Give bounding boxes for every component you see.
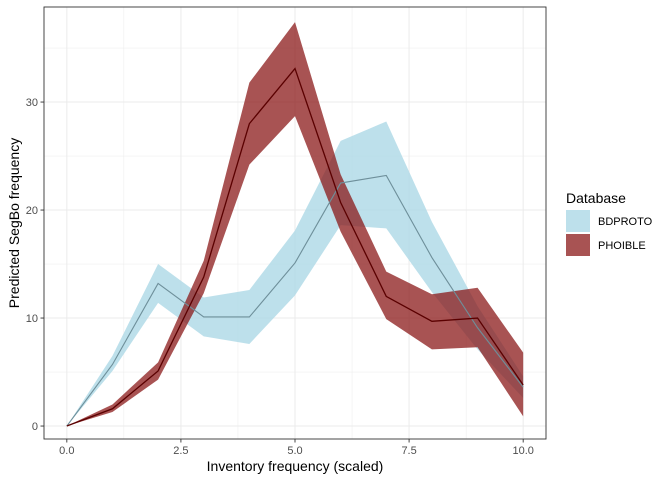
ribbon-bdproto [66,121,524,427]
x-tick-label: 0.0 [59,445,74,457]
y-tick-label: 0 [32,421,38,433]
line-phoible [66,67,524,427]
series-layer [66,22,524,427]
legend: Database BDPROTO PHOIBLE [566,190,653,256]
y-tick-label: 20 [26,205,38,217]
x-tick-label: 2.5 [173,445,188,457]
x-axis: 0.0 2.5 5.0 7.5 10.0 [59,439,534,457]
legend-label-phoible: PHOIBLE [598,240,646,252]
legend-label-bdproto: BDPROTO [598,216,653,228]
y-tick-label: 10 [26,313,38,325]
legend-key-bdproto [566,210,590,232]
y-tick-label: 30 [26,97,38,109]
legend-key-phoible [566,234,590,256]
y-axis: 0 10 20 30 [26,97,44,433]
x-tick-label: 10.0 [512,445,533,457]
x-tick-label: 7.5 [401,445,416,457]
y-axis-title: Predicted SegBo frequency [6,138,22,308]
line-bdproto [66,174,524,427]
x-axis-title: Inventory frequency (scaled) [207,458,384,474]
x-tick-label: 5.0 [287,445,302,457]
legend-title: Database [566,190,626,206]
